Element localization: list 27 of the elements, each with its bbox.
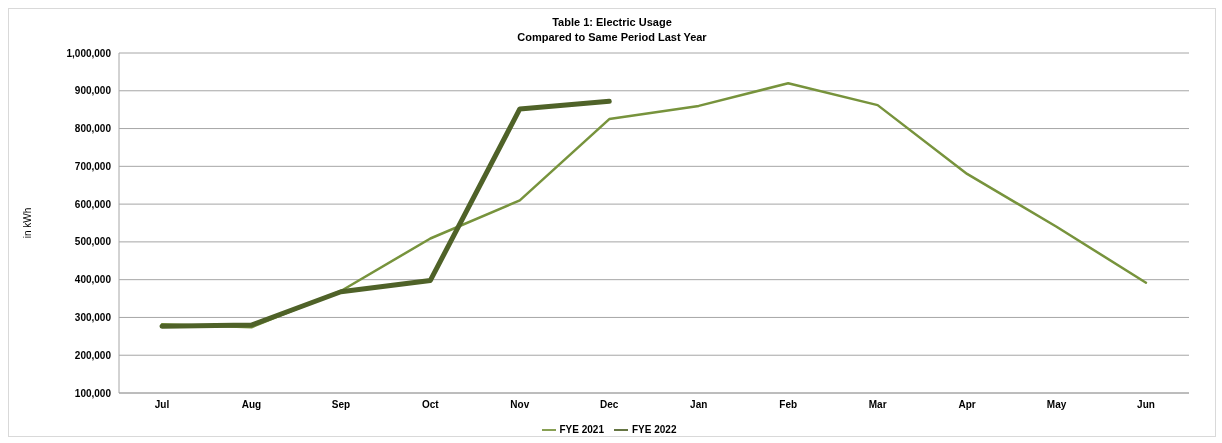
x-tick-label: May <box>1046 399 1067 411</box>
y-tick-label: 700,000 <box>74 160 112 172</box>
y-tick-label: 300,000 <box>74 311 112 323</box>
chart-subtitle: Compared to Same Period Last Year <box>516 30 708 45</box>
x-tick-label: Dec <box>600 399 619 411</box>
y-tick-label: 100,000 <box>74 387 112 399</box>
y-tick-label: 1,000,000 <box>66 47 112 59</box>
y-tick-label: 400,000 <box>74 274 112 286</box>
chart-title: Table 1: Electric Usage <box>551 15 673 30</box>
y-tick-label: 200,000 <box>74 349 112 361</box>
legend-label: FYE 2021 <box>559 423 604 435</box>
y-axis-title: in kWh <box>21 207 33 239</box>
y-tick-label: 800,000 <box>74 123 112 135</box>
x-tick-label: Nov <box>510 399 530 411</box>
x-tick-label: Feb <box>779 399 798 411</box>
x-tick-label: Jul <box>154 399 170 411</box>
x-tick-label: Aug <box>241 399 262 411</box>
x-tick-label: Oct <box>422 399 440 411</box>
x-tick-label: Jun <box>1137 399 1155 411</box>
x-tick-label: Jan <box>690 399 708 411</box>
legend-label: FYE 2022 <box>632 423 677 435</box>
y-tick-label: 600,000 <box>74 198 112 210</box>
y-tick-label: 900,000 <box>74 85 112 97</box>
x-tick-label: Apr <box>958 399 976 411</box>
x-tick-label: Sep <box>331 399 351 411</box>
x-tick-label: Mar <box>868 399 887 411</box>
y-tick-label: 500,000 <box>74 236 112 248</box>
